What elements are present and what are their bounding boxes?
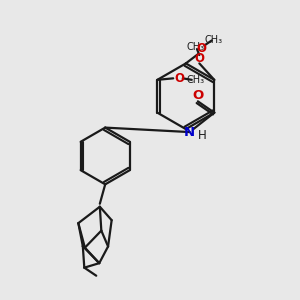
Text: O: O xyxy=(196,42,206,55)
Text: O: O xyxy=(193,89,204,102)
Text: CH₃: CH₃ xyxy=(187,42,205,52)
Text: O: O xyxy=(174,72,184,85)
Text: CH₃: CH₃ xyxy=(186,75,204,85)
Text: O: O xyxy=(194,52,204,64)
Text: CH₃: CH₃ xyxy=(205,34,223,44)
Text: H: H xyxy=(198,129,207,142)
Text: N: N xyxy=(184,126,195,139)
